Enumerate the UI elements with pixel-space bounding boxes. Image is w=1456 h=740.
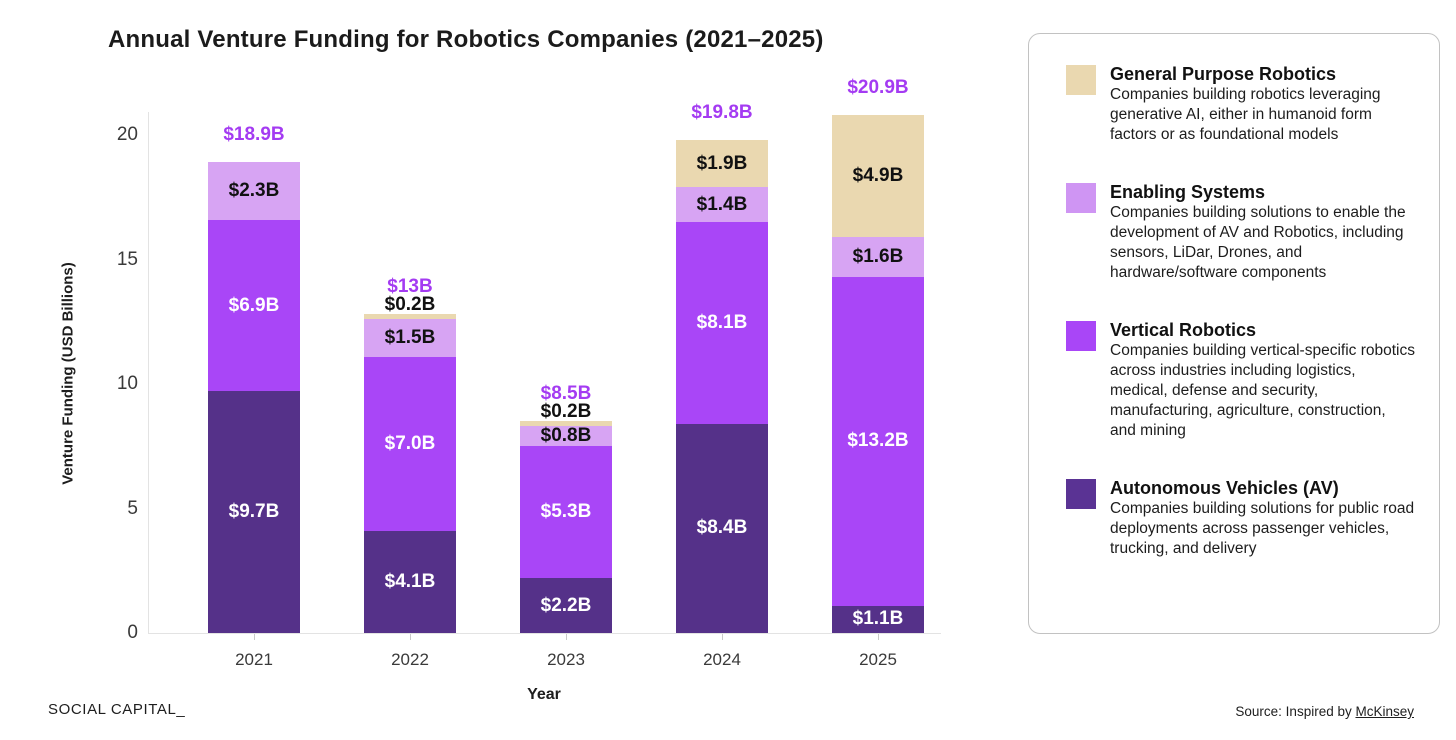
bar-segment bbox=[364, 530, 456, 633]
legend-item-name: General Purpose Robotics bbox=[1110, 64, 1337, 84]
legend-swatch bbox=[1066, 479, 1096, 509]
brand-logo: SOCIAL CAPITAL_ bbox=[48, 701, 186, 718]
y-axis-title: Venture Funding (USD Billions) bbox=[59, 262, 77, 485]
legend-item: Autonomous Vehicles (AV) Companies buildi… bbox=[1066, 477, 1415, 559]
bar-segment-value-label: $4.9B bbox=[852, 165, 904, 187]
x-tick-label: 2025 bbox=[859, 650, 897, 669]
legend-text: General Purpose Robotics Companies buildi… bbox=[1110, 63, 1415, 145]
legend-swatch bbox=[1066, 183, 1096, 213]
bar-segment bbox=[364, 314, 456, 320]
bar-segment-value-label: $1.6B bbox=[852, 246, 904, 267]
bar-segment-value-label: $2.3B bbox=[228, 180, 280, 202]
bar-total-label: $18.9B bbox=[223, 124, 285, 146]
bar-segment bbox=[520, 421, 612, 427]
legend-text: Autonomous Vehicles (AV) Companies buildi… bbox=[1110, 477, 1415, 559]
bar-segment-value-label: $8.4B bbox=[696, 517, 748, 539]
legend-item: Vertical Robotics Companies building vert… bbox=[1066, 319, 1415, 441]
legend-item-description: Companies building vertical-specific rob… bbox=[1110, 342, 1415, 439]
bar-segment bbox=[676, 423, 768, 633]
legend-item-name: Vertical Robotics bbox=[1110, 320, 1257, 340]
bar-segment-value-label: $13.2B bbox=[847, 430, 909, 452]
bar-segment-value-label: $0.2B bbox=[384, 294, 436, 316]
x-tick-label: 2024 bbox=[703, 650, 741, 669]
page-title: Annual Venture Funding for Robotics Comp… bbox=[108, 26, 824, 53]
bar-segment-value-label: $0.2B bbox=[540, 401, 592, 423]
legend-item-name: Autonomous Vehicles (AV) bbox=[1110, 478, 1339, 498]
bar-segment-value-label: $5.3B bbox=[540, 501, 592, 523]
x-tick-mark bbox=[566, 634, 567, 640]
y-tick-label: 10 bbox=[116, 373, 138, 394]
bar-segment bbox=[364, 356, 456, 531]
x-axis-title: Year bbox=[527, 686, 561, 703]
bar-segment-value-label: $1.5B bbox=[384, 326, 436, 348]
bar-segment-value-label: $8.1B bbox=[696, 311, 748, 333]
legend-item-description: Companies building robotics leveraging g… bbox=[1110, 86, 1381, 143]
y-tick-label: 0 bbox=[127, 622, 138, 643]
source-link[interactable]: McKinsey bbox=[1355, 704, 1414, 719]
legend-text: Enabling Systems Companies building solut… bbox=[1110, 181, 1415, 283]
y-tick-label: 5 bbox=[127, 497, 138, 519]
legend-swatch bbox=[1066, 321, 1096, 351]
x-tick-mark bbox=[722, 634, 723, 640]
bar-segment-value-label: $6.9B bbox=[228, 294, 280, 316]
bar-segment bbox=[208, 391, 300, 633]
bar-segment-value-label: $0.8B bbox=[540, 425, 592, 447]
bar-segment bbox=[832, 115, 924, 238]
legend-item-description: Companies building solutions for public … bbox=[1110, 500, 1415, 557]
bar-total-label: $20.9B bbox=[847, 77, 909, 99]
bar-segment bbox=[676, 139, 768, 188]
chart-plot-area: Venture Funding (USD Billions) Year 0 5 10… bbox=[59, 77, 941, 703]
x-tick-mark bbox=[254, 634, 255, 640]
bar-total-label: $19.8B bbox=[691, 101, 753, 123]
bar-segment bbox=[832, 605, 924, 633]
x-tick-label: 2021 bbox=[235, 650, 273, 669]
y-tick-label: 20 bbox=[116, 124, 138, 145]
legend-item-description: Companies building solutions to enable t… bbox=[1110, 204, 1406, 281]
bar-segment-value-label: $2.2B bbox=[540, 594, 592, 616]
legend-item-name: Enabling Systems bbox=[1110, 182, 1266, 202]
bar-segment bbox=[208, 219, 300, 392]
x-tick-mark bbox=[878, 634, 879, 640]
bar-total-label: $8.5B bbox=[540, 383, 592, 405]
bar-segment bbox=[520, 446, 612, 579]
legend-item: General Purpose Robotics Companies buildi… bbox=[1066, 63, 1415, 145]
source-prefix: Source: Inspired by bbox=[1235, 704, 1356, 719]
x-axis-line bbox=[148, 633, 941, 634]
legend-item: Enabling Systems Companies building solut… bbox=[1066, 181, 1415, 283]
bar-segment bbox=[676, 187, 768, 223]
bar-segment bbox=[832, 276, 924, 606]
y-axis-line bbox=[148, 112, 149, 633]
bar-segment-value-label: $4.1B bbox=[384, 570, 436, 592]
legend-panel: General Purpose Robotics Companies buildi… bbox=[1028, 33, 1440, 634]
bar-total-label: $13B bbox=[387, 276, 433, 298]
bar-segment bbox=[520, 426, 612, 447]
legend-text: Vertical Robotics Companies building vert… bbox=[1110, 319, 1415, 441]
bar-segment-value-label: $1.4B bbox=[696, 193, 748, 215]
bar-segment-value-label: $1.1B bbox=[852, 608, 904, 630]
bar-segment-value-label: $9.7B bbox=[228, 501, 280, 523]
bar-segment bbox=[832, 237, 924, 277]
x-tick-label: 2023 bbox=[547, 650, 585, 669]
x-tick-label: 2022 bbox=[391, 650, 429, 669]
bar-segment-value-label: $1.9B bbox=[696, 152, 748, 174]
legend-swatch bbox=[1066, 65, 1096, 95]
bar-segment bbox=[364, 319, 456, 357]
source-attribution: Source: Inspired by McKinsey bbox=[1235, 704, 1414, 719]
y-tick-label: 15 bbox=[116, 248, 138, 270]
bar-segment bbox=[520, 578, 612, 633]
bar-segment bbox=[208, 162, 300, 220]
bar-segment bbox=[676, 222, 768, 424]
x-tick-mark bbox=[410, 634, 411, 640]
bar-segment-value-label: $7.0B bbox=[384, 432, 436, 454]
